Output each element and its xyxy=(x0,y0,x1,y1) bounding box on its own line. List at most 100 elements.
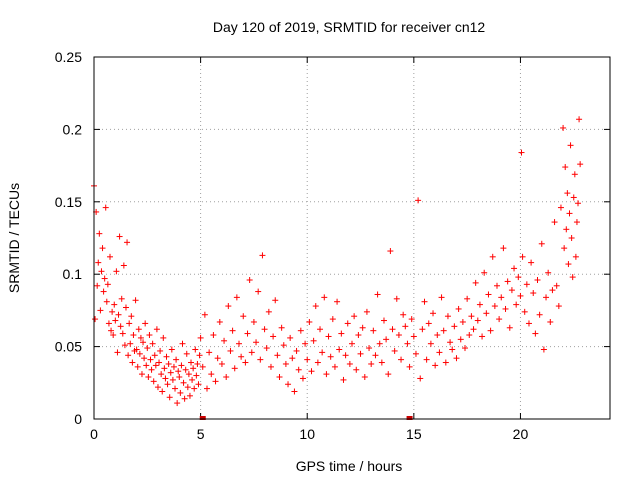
data-point xyxy=(194,360,201,367)
data-point xyxy=(287,334,294,341)
data-point xyxy=(149,340,156,347)
data-point xyxy=(323,371,330,378)
data-point xyxy=(440,327,447,334)
data-point xyxy=(525,320,532,327)
data-point xyxy=(410,333,417,340)
data-point xyxy=(412,350,419,357)
data-point xyxy=(400,311,407,318)
data-point xyxy=(242,359,249,366)
data-point xyxy=(148,366,155,373)
data-point xyxy=(511,265,518,272)
data-point xyxy=(415,197,422,204)
data-point xyxy=(351,313,358,320)
data-point xyxy=(474,317,481,324)
data-point xyxy=(102,204,109,211)
data-point xyxy=(274,352,281,359)
data-point xyxy=(272,297,279,304)
data-point xyxy=(214,355,221,362)
data-point xyxy=(113,268,120,275)
data-point xyxy=(103,298,110,305)
data-point xyxy=(327,353,334,360)
data-point xyxy=(124,239,131,246)
zero-value-marker xyxy=(406,416,413,420)
data-point xyxy=(246,276,253,283)
data-point xyxy=(308,368,315,375)
data-point xyxy=(321,294,328,301)
y-tick-label: 0.05 xyxy=(55,339,82,355)
data-point xyxy=(419,326,426,333)
y-axis-label: SRMTID / TECUs xyxy=(6,183,22,293)
data-point xyxy=(248,349,255,356)
data-point xyxy=(385,371,392,378)
data-point xyxy=(208,371,215,378)
data-point xyxy=(517,292,524,299)
data-point xyxy=(481,269,488,276)
data-point xyxy=(159,388,166,395)
data-point xyxy=(553,282,560,289)
data-point xyxy=(564,190,571,197)
data-point xyxy=(117,323,124,330)
y-tick-label: 0.2 xyxy=(63,121,83,137)
data-point xyxy=(147,356,154,363)
data-point xyxy=(142,320,149,327)
data-point xyxy=(457,336,464,343)
data-point xyxy=(167,369,174,376)
data-point xyxy=(104,281,111,288)
data-point xyxy=(334,298,341,305)
data-point xyxy=(130,332,137,339)
data-point xyxy=(551,219,558,226)
data-point xyxy=(182,366,189,373)
data-point xyxy=(145,374,152,381)
data-point xyxy=(340,376,347,383)
data-point xyxy=(184,384,191,391)
data-point xyxy=(132,297,139,304)
data-point xyxy=(153,326,160,333)
data-point xyxy=(573,219,580,226)
data-point xyxy=(538,240,545,247)
data-point xyxy=(344,320,351,327)
data-point xyxy=(442,359,449,366)
axis-ticks: 0 5 10 15 20 0 0.05 0.1 0.15 0.2 0.25 xyxy=(55,49,610,442)
data-point xyxy=(191,385,198,392)
grid-lines xyxy=(94,57,610,419)
data-point xyxy=(555,303,562,310)
data-point xyxy=(233,294,240,301)
data-point xyxy=(158,371,165,378)
data-point xyxy=(297,327,304,334)
data-point xyxy=(462,345,469,352)
data-point xyxy=(391,347,398,354)
data-point xyxy=(355,332,362,339)
data-point xyxy=(310,337,317,344)
data-point xyxy=(94,282,101,289)
data-point xyxy=(204,385,211,392)
data-point xyxy=(508,287,515,294)
data-point xyxy=(110,332,117,339)
data-point xyxy=(372,352,379,359)
data-point xyxy=(357,350,364,357)
data-point xyxy=(122,304,129,311)
data-point xyxy=(549,287,556,294)
data-point xyxy=(506,324,513,331)
data-point xyxy=(216,318,223,325)
data-point xyxy=(479,333,486,340)
data-point xyxy=(576,116,583,123)
data-point xyxy=(176,374,183,381)
data-point xyxy=(199,363,206,370)
data-point xyxy=(112,317,119,324)
data-point xyxy=(423,356,430,363)
data-point xyxy=(491,303,498,310)
data-point xyxy=(417,375,424,382)
data-point xyxy=(118,295,125,302)
data-point xyxy=(109,308,116,315)
data-point xyxy=(119,330,126,337)
data-point xyxy=(476,301,483,308)
data-point xyxy=(161,365,168,372)
data-point xyxy=(166,394,173,401)
data-point xyxy=(383,336,390,343)
data-point xyxy=(451,323,458,330)
data-point xyxy=(532,330,539,337)
data-point xyxy=(227,347,234,354)
data-point xyxy=(378,359,385,366)
data-point xyxy=(570,194,577,201)
data-point xyxy=(504,278,511,285)
